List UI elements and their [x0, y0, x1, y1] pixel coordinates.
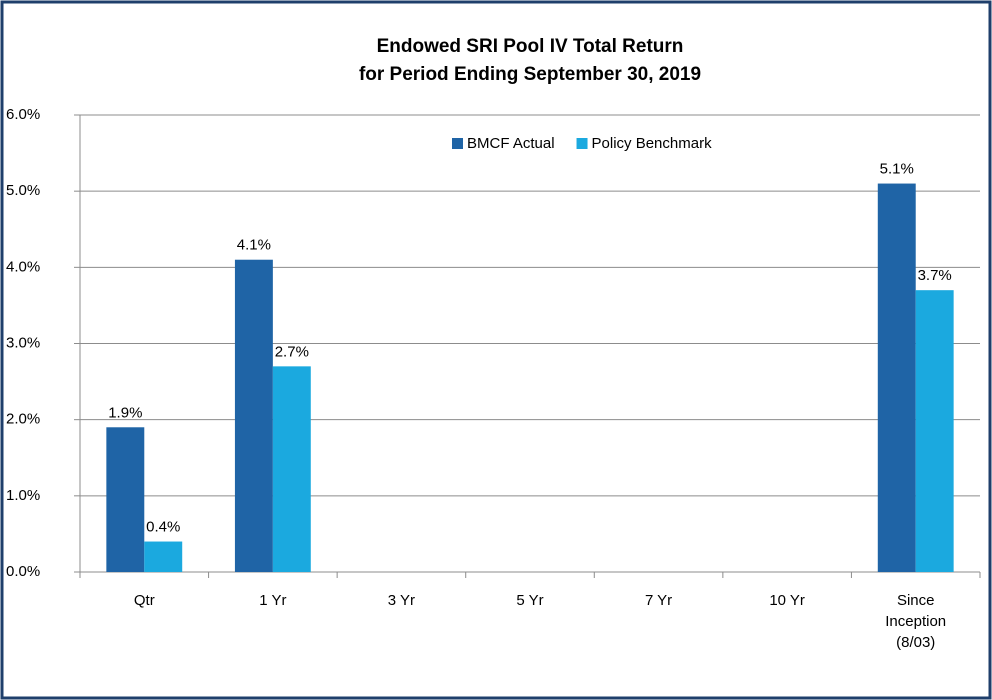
bar [106, 427, 145, 572]
chart-title: Endowed SRI Pool IV Total Return [377, 36, 684, 57]
bar [144, 541, 183, 572]
legend-swatch [452, 138, 463, 149]
value-label: 3.7% [918, 267, 952, 284]
bar [915, 290, 954, 572]
value-label: 2.7% [275, 343, 309, 360]
x-tick-label: 5 Yr [516, 592, 544, 609]
legend-swatch [576, 138, 588, 149]
x-tick-label: 10 Yr [769, 592, 805, 609]
value-label: 0.4% [146, 519, 180, 536]
value-label: 4.1% [237, 237, 271, 254]
x-tick-label: 1 Yr [259, 592, 287, 609]
x-tick-label: 7 Yr [644, 592, 673, 609]
bar [877, 183, 916, 573]
bar [234, 259, 273, 572]
legend-label: Policy Benchmark [592, 135, 713, 152]
y-tick-label: 5.0% [6, 182, 40, 199]
y-tick-label: 1.0% [6, 487, 40, 504]
x-tick-label: 3 Yr [387, 592, 416, 609]
y-tick-label: 6.0% [6, 106, 40, 123]
y-tick-label: 2.0% [6, 411, 40, 428]
legend-label: BMCF Actual [467, 135, 555, 152]
chart-subtitle: for Period Ending September 30, 2019 [359, 64, 701, 85]
bar [272, 366, 311, 572]
value-label: 1.9% [108, 404, 142, 421]
value-label: 5.1% [880, 161, 914, 178]
y-tick-label: 0.0% [6, 563, 40, 580]
x-tick-label: Qtr [133, 592, 155, 609]
y-tick-label: 4.0% [6, 258, 40, 275]
y-tick-label: 3.0% [6, 334, 40, 351]
x-tick-label: Since Inception (8/03) [885, 592, 947, 651]
